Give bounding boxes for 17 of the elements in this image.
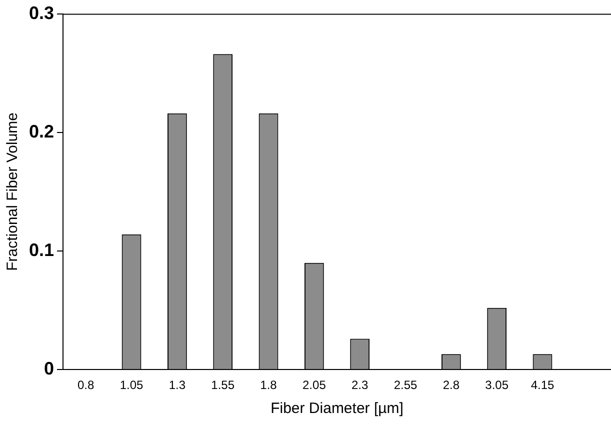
x-tick-label: 4.15: [530, 378, 555, 392]
x-tick-label: 2.55: [394, 378, 418, 392]
x-tick-label: 1.55: [211, 378, 235, 392]
x-tick-label: 2.8: [442, 378, 460, 392]
x-tick-label: 1.05: [120, 378, 144, 392]
y-axis-title: Fractional Fiber Volume: [4, 112, 22, 271]
x-tick-label: 1.3: [168, 378, 186, 392]
y-tick-label: 0.3: [28, 2, 54, 23]
x-tick-label: 2.05: [302, 378, 326, 392]
y-tick-label: 0.2: [28, 121, 54, 142]
x-axis-title: Fiber Diameter [µm]: [270, 400, 404, 418]
x-tick-label: 2.3: [352, 378, 369, 392]
x-tick-label: 0.8: [78, 378, 95, 392]
y-tick-label: 0: [44, 358, 54, 379]
x-tick-label: 1.8: [260, 378, 278, 392]
x-tick-label: 3.05: [485, 378, 509, 392]
y-tick-label: 0.1: [28, 240, 54, 260]
